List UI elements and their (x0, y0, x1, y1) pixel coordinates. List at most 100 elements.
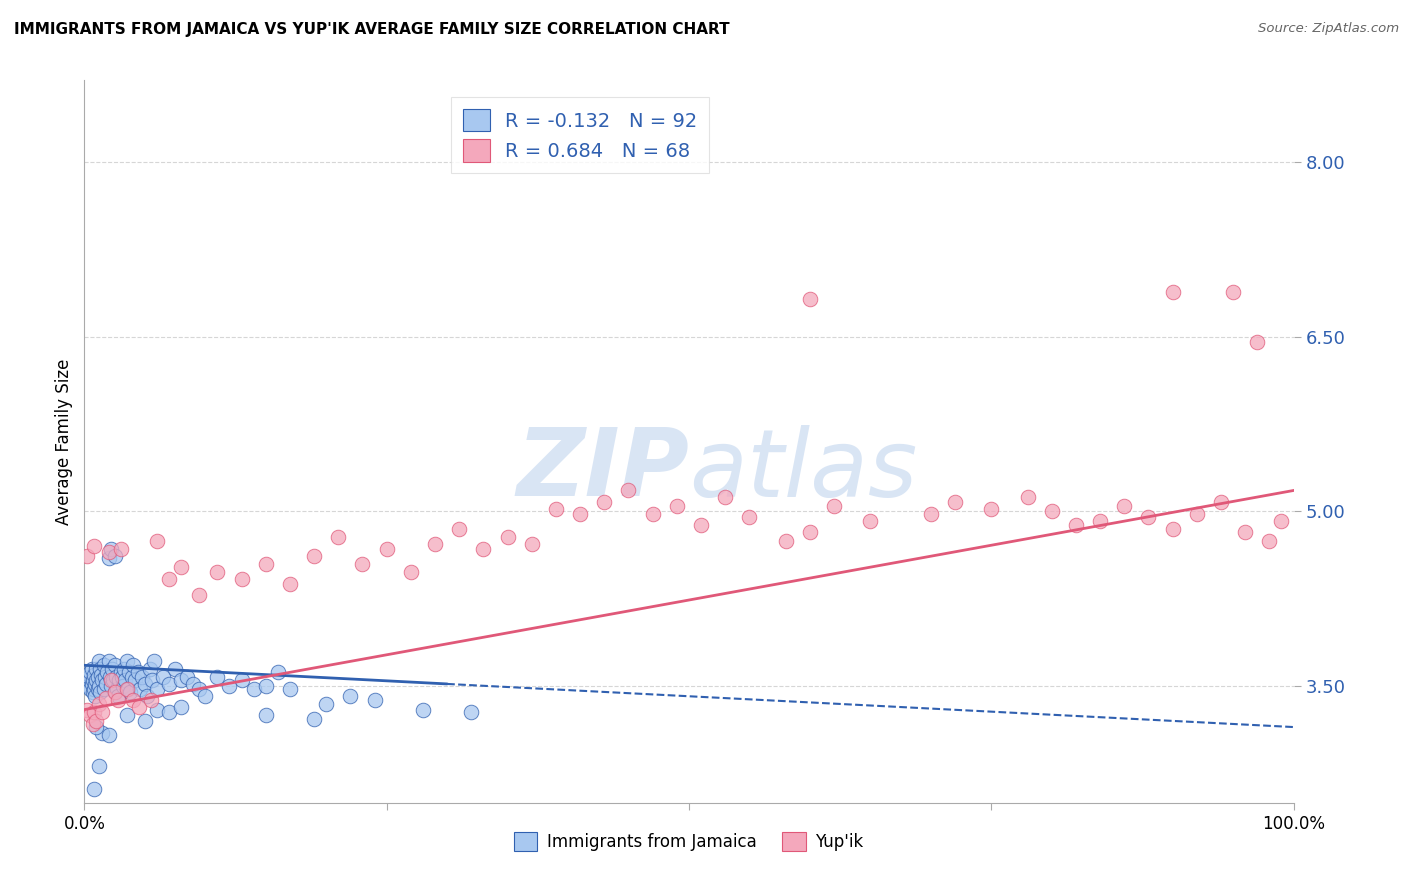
Point (157, 705, 180, 719)
Point (115, 708, 138, 723)
Point (82, 716, 104, 731)
Point (278, 576, 301, 591)
Point (86, 662, 108, 676)
Point (115, 681, 138, 696)
Point (110, 665, 132, 680)
Point (104, 685, 127, 699)
Point (124, 673, 146, 688)
Point (91, 726, 114, 740)
Point (146, 702, 169, 716)
Point (1088, 514, 1111, 528)
Text: Source: ZipAtlas.com: Source: ZipAtlas.com (1258, 22, 1399, 36)
Point (108, 673, 131, 688)
Point (100, 679, 122, 693)
Point (127, 665, 149, 680)
Point (449, 522, 471, 536)
Point (1161, 522, 1184, 536)
Point (231, 572, 253, 586)
Point (544, 502, 567, 516)
Point (86, 670, 108, 684)
Point (76, 702, 98, 716)
Point (83, 540, 105, 554)
Point (98, 670, 121, 684)
Point (114, 673, 136, 688)
Point (86, 673, 108, 688)
Point (1234, 525, 1257, 540)
Point (1246, 335, 1268, 350)
Point (375, 541, 398, 556)
Point (943, 495, 966, 509)
Point (112, 679, 135, 693)
Point (823, 499, 845, 513)
Point (1064, 518, 1087, 533)
Point (152, 670, 174, 684)
Point (859, 514, 882, 528)
Point (254, 557, 277, 571)
Point (87, 654, 110, 668)
Point (121, 658, 143, 673)
Legend: Immigrants from Jamaica, Yup'ik: Immigrants from Jamaica, Yup'ik (506, 823, 872, 860)
Point (593, 495, 616, 509)
Point (165, 662, 187, 676)
Point (94, 677, 117, 691)
Point (107, 689, 129, 703)
Point (80, 677, 103, 691)
Point (141, 673, 163, 688)
Point (104, 549, 127, 563)
Point (799, 293, 821, 307)
Point (1185, 507, 1208, 521)
Point (107, 693, 129, 707)
Point (82, 673, 104, 688)
Point (96, 665, 118, 680)
Point (399, 565, 422, 579)
Point (799, 525, 821, 540)
Point (120, 685, 142, 699)
Point (82, 685, 104, 699)
Point (118, 665, 141, 680)
Point (129, 681, 152, 696)
Point (242, 681, 264, 696)
Point (121, 693, 143, 707)
Point (136, 689, 159, 703)
Point (146, 681, 169, 696)
Point (278, 681, 301, 696)
Point (207, 565, 229, 579)
Point (91, 705, 114, 719)
Point (302, 549, 325, 563)
Point (97, 728, 120, 742)
Point (157, 572, 180, 586)
Point (641, 507, 664, 521)
Text: IMMIGRANTS FROM JAMAICA VS YUP'IK AVERAGE FAMILY SIZE CORRELATION CHART: IMMIGRANTS FROM JAMAICA VS YUP'IK AVERAG… (14, 22, 730, 37)
Point (83, 781, 105, 796)
Point (139, 693, 162, 707)
Point (100, 541, 122, 556)
Text: atlas: atlas (689, 425, 917, 516)
Point (496, 530, 519, 544)
Point (188, 588, 211, 602)
Point (79, 681, 101, 696)
Point (90, 667, 112, 681)
Text: ZIP: ZIP (516, 425, 689, 516)
Point (138, 662, 160, 676)
Point (714, 491, 737, 505)
Point (93, 658, 115, 673)
Point (83, 681, 105, 696)
Point (170, 560, 193, 574)
Point (111, 670, 134, 684)
Point (254, 679, 277, 693)
Point (104, 670, 127, 684)
Point (1040, 504, 1063, 518)
Point (79, 708, 101, 723)
Point (93, 681, 115, 696)
Point (97, 654, 120, 668)
Point (157, 677, 180, 691)
Point (77, 670, 100, 684)
Point (104, 685, 127, 699)
Point (134, 714, 156, 729)
Point (89, 685, 111, 699)
Point (83, 705, 105, 719)
Point (218, 679, 240, 693)
Point (1161, 285, 1184, 300)
Point (738, 510, 761, 524)
Point (188, 681, 211, 696)
